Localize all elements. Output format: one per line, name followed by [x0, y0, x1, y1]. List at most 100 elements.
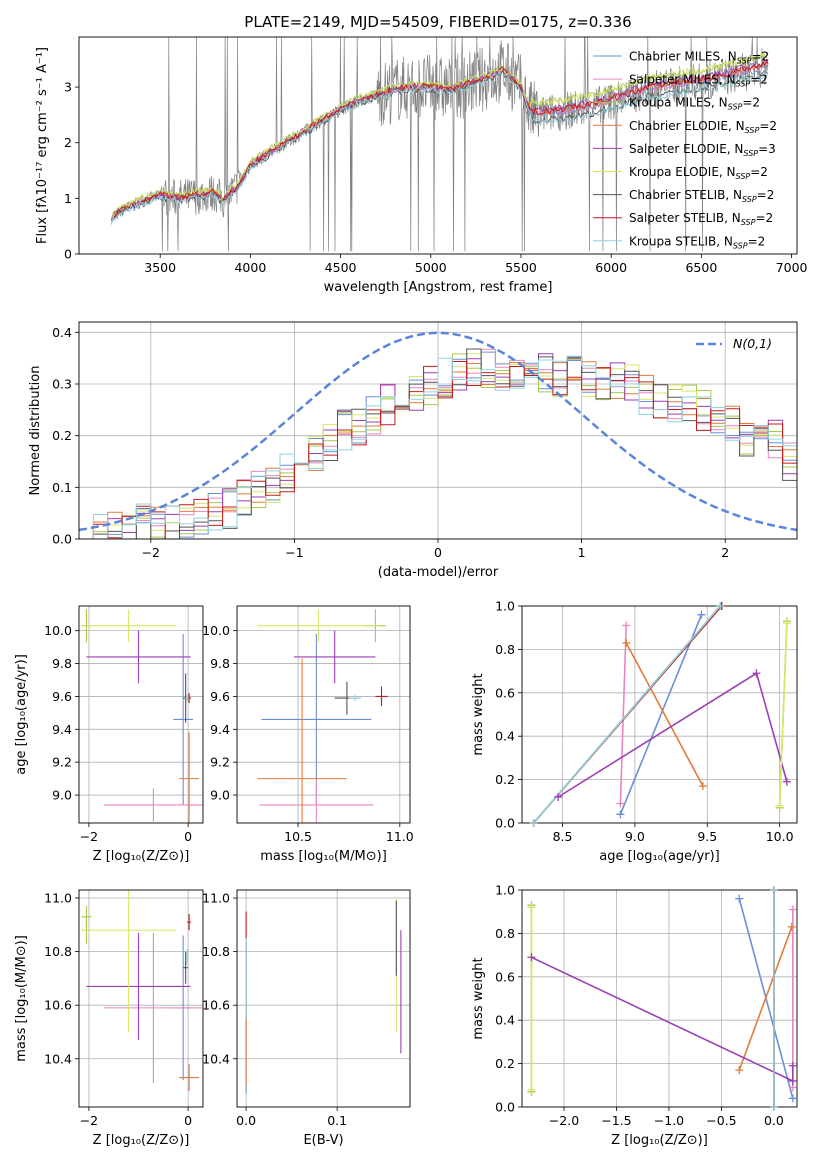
- x-tick-label: 11.0: [386, 829, 414, 844]
- plot-area: [522, 606, 797, 823]
- y-tick-label: 0.0: [52, 532, 72, 547]
- weight-marker: [752, 669, 761, 678]
- y-tick-label: 0.0: [495, 816, 515, 831]
- x-tick-label: 3500: [144, 260, 176, 275]
- panel-mass-vs-ebv: 0.0 0.1 10.4 10.6 10.8 11.0 E(B-V): [202, 889, 411, 1148]
- weight-marker: [616, 799, 625, 808]
- x-tick-label: −1: [285, 545, 303, 560]
- y-tick-label: 9.6: [210, 689, 230, 704]
- data-point: [187, 914, 192, 931]
- plot-area: [79, 890, 203, 1107]
- y-tick-label: 0.4: [495, 729, 515, 744]
- x-tick-label: 0: [434, 545, 442, 560]
- y-tick-label: 10.0: [44, 623, 72, 638]
- axes-frame: [78, 889, 204, 1108]
- y-tick-label: 10.4: [202, 1051, 230, 1066]
- data-point: [86, 630, 191, 684]
- weight-marker: [775, 801, 784, 810]
- x-tick-label: −2.0: [549, 1113, 579, 1128]
- weight-marker: [788, 905, 797, 914]
- legend-label: Salpeter MILES, NSSP=2: [629, 73, 768, 89]
- y-tick-label: 3: [64, 80, 72, 95]
- data-point: [103, 932, 203, 1083]
- axes-frame: [236, 605, 411, 824]
- x-tick-label: 0: [184, 829, 192, 844]
- y-tick-label: 9.8: [210, 656, 230, 671]
- x-axis-label: wavelength [Angstrom, rest frame]: [324, 280, 553, 295]
- y-tick-label: 9.0: [52, 788, 72, 803]
- x-axis-label: mass [log₁₀(M/M⊙)]: [260, 849, 387, 864]
- legend-label: N(0,1): [733, 336, 772, 351]
- x-tick-label: 5500: [505, 260, 537, 275]
- weight-marker: [527, 953, 536, 962]
- x-axis-label: Z [log₁₀(Z/Z⊙)]: [611, 1133, 708, 1148]
- y-tick-label: 0.2: [52, 428, 72, 443]
- data-point: [348, 694, 362, 702]
- y-tick-label: 9.4: [52, 722, 72, 737]
- data-point: [259, 780, 374, 823]
- legend-label: Salpeter STELIB, NSSP=2: [629, 211, 773, 227]
- histogram-step: [79, 355, 797, 539]
- x-tick-label: −0.5: [706, 1113, 736, 1128]
- x-tick-label: 8.5: [553, 829, 573, 844]
- y-tick-label: 9.2: [52, 755, 72, 770]
- y-tick-label: 0: [64, 247, 72, 262]
- x-tick-label: 0.1: [327, 1113, 347, 1128]
- y-axis-label: mass weight: [471, 957, 486, 1039]
- x-tick-label: 0.0: [236, 1113, 256, 1128]
- data-point: [179, 1064, 200, 1091]
- y-tick-label: 0.0: [495, 1100, 515, 1115]
- x-tick-label: −1.0: [654, 1113, 684, 1128]
- figure-title: PLATE=2149, MJD=54509, FIBERID=0175, z=0…: [244, 13, 631, 31]
- weight-marker: [788, 1061, 797, 1070]
- weight-marker: [788, 1094, 797, 1103]
- panel-weight-vs-age: 8.5 9.0 9.5 10.0 0.0 0.2 0.4 0.6 0.8 1.0 age [log₁…: [471, 599, 798, 864]
- y-tick-label: 9.0: [210, 788, 230, 803]
- weight-marker: [622, 621, 631, 630]
- y-tick-label: 1.0: [495, 883, 515, 898]
- y-tick-label: 10.6: [202, 998, 230, 1013]
- x-tick-label: 7000: [776, 260, 808, 275]
- y-tick-label: 11.0: [202, 891, 230, 906]
- data-point: [257, 658, 347, 823]
- x-tick-label: 0: [184, 1113, 192, 1128]
- y-tick-label: 0.6: [495, 685, 515, 700]
- y-tick-label: 9.8: [52, 656, 72, 671]
- x-tick-label: 5000: [415, 260, 447, 275]
- weight-line: [625, 642, 704, 787]
- y-tick-label: 10.8: [202, 944, 230, 959]
- data-point: [257, 609, 380, 643]
- legend-label: Kroupa MILES, NSSP=2: [629, 96, 760, 112]
- y-tick-label: 0.8: [495, 926, 515, 941]
- x-axis-label: (data-model)/error: [378, 565, 499, 580]
- y-tick-label: 0.8: [495, 642, 515, 657]
- x-tick-label: 2: [721, 545, 729, 560]
- axes-frame: [78, 605, 204, 824]
- axes-frame: [78, 36, 798, 255]
- spectrum-model-line: [111, 60, 769, 221]
- y-tick-label: 0.2: [495, 1056, 515, 1071]
- y-tick-label: 0.1: [52, 480, 72, 495]
- weight-line: [532, 606, 721, 823]
- y-axis-label: mass weight: [471, 673, 486, 755]
- data-point: [261, 633, 372, 805]
- x-tick-label: −2: [80, 1113, 98, 1128]
- weight-marker: [788, 1076, 797, 1085]
- y-tick-label: 10.8: [44, 944, 72, 959]
- panel-age-vs-Z: −2 0 9.0 9.2 9.4 9.6 9.8 10.0 Z [log₁₀(Z/Z⊙)] age…: [14, 605, 204, 864]
- panel-mass-vs-Z: −2 0 10.4 10.6 10.8 11.0 Z [log₁₀(Z/Z⊙)] mass […: [14, 889, 204, 1148]
- weight-marker: [769, 1103, 778, 1111]
- weight-marker: [527, 1085, 536, 1094]
- x-tick-label: 6000: [595, 260, 627, 275]
- weight-line: [619, 614, 703, 815]
- axes-frame: [236, 889, 411, 1108]
- x-tick-label: 9.0: [625, 829, 645, 844]
- y-tick-label: 9.4: [210, 722, 230, 737]
- legend-label: Salpeter ELODIE, NSSP=3: [629, 142, 776, 158]
- x-tick-label: 9.5: [697, 829, 717, 844]
- legend-label: Kroupa STELIB, NSSP=2: [629, 234, 765, 250]
- y-tick-label: 2: [64, 135, 72, 150]
- panel-age-vs-mass: 10.5 11.0 9.0 9.2 9.4 9.6 9.8 10.0 mass [log₁₀(M…: [202, 605, 414, 864]
- weight-line: [778, 623, 788, 806]
